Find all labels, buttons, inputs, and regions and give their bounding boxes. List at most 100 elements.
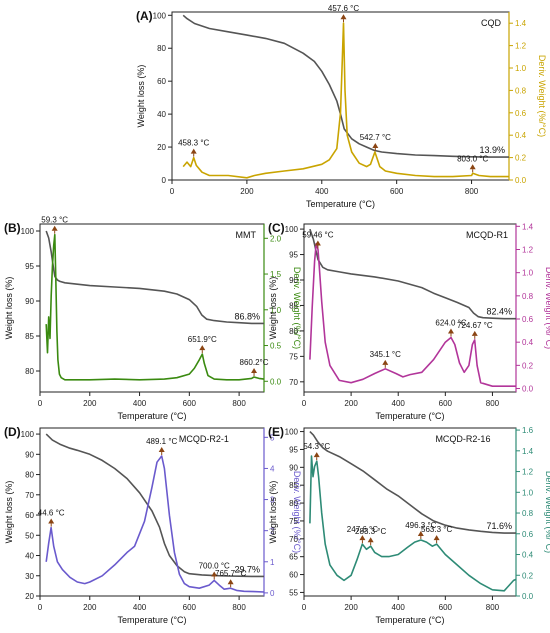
y2-tick-label: 1.2 xyxy=(515,42,527,51)
x-tick-label: 800 xyxy=(486,603,500,612)
x-tick-label: 200 xyxy=(83,399,97,408)
sample-name: MCQD-R2-16 xyxy=(435,434,490,444)
peak-arrow xyxy=(359,535,366,541)
peak-arrow xyxy=(367,537,374,543)
x-tick-label: 600 xyxy=(439,603,453,612)
x-tick-label: 0 xyxy=(38,399,43,408)
y-tick-label: 40 xyxy=(157,110,166,119)
panel-letter: (B) xyxy=(4,221,21,235)
x-tick-label: 200 xyxy=(83,603,97,612)
peak-arrow xyxy=(314,240,321,246)
peak-arrow xyxy=(433,535,440,541)
weight-loss-line xyxy=(309,228,516,320)
x-tick-label: 0 xyxy=(38,603,43,612)
y2-tick-label: 1.0 xyxy=(515,64,527,73)
y2-tick-label: 1.2 xyxy=(522,245,534,254)
sample-name: MCQD-R1 xyxy=(466,230,508,240)
residual-label: 29.7% xyxy=(234,564,260,574)
panel-letter: (A) xyxy=(136,9,153,23)
weight-loss-line xyxy=(45,433,264,578)
peak-arrow xyxy=(51,225,58,231)
peak-arrow xyxy=(211,571,218,577)
y2-axis-label: Deriv. Weight (%/°C) xyxy=(544,471,550,553)
y-tick-label: 70 xyxy=(289,378,298,387)
x-tick-label: 400 xyxy=(133,399,147,408)
x-tick-label: 800 xyxy=(465,187,479,196)
y-tick-label: 40 xyxy=(25,552,34,561)
x-tick-label: 400 xyxy=(133,603,147,612)
peak-arrow xyxy=(469,164,476,170)
peak-label: 59.46 °C xyxy=(302,230,333,239)
y2-tick-label: 0.0 xyxy=(522,385,534,394)
peak-label: 247.6 °C xyxy=(347,525,378,534)
peak-label: 860.2°C xyxy=(240,358,269,367)
y2-tick-label: 0.8 xyxy=(515,86,527,95)
peak-label: 651.9°C xyxy=(188,335,217,344)
x-tick-label: 400 xyxy=(392,399,406,408)
y-tick-label: 65 xyxy=(289,553,298,562)
peak-label: 489.1 °C xyxy=(146,437,177,446)
peak-label: 496.3 °C xyxy=(405,521,436,530)
y2-axis-label: Deriv. Weight (%/°C) xyxy=(292,471,302,553)
y-tick-label: 100 xyxy=(153,11,167,20)
peak-arrow xyxy=(199,345,206,351)
peak-arrow xyxy=(471,330,478,336)
y2-tick-label: 0.8 xyxy=(522,509,534,518)
y2-tick-label: 0.6 xyxy=(522,315,534,324)
y2-tick-label: 3 xyxy=(270,496,275,505)
y-tick-label: 70 xyxy=(289,535,298,544)
y2-tick-label: 0.4 xyxy=(522,338,534,347)
panel-letter: (E) xyxy=(268,425,284,439)
peak-label: 59.3 °C xyxy=(41,216,68,225)
x-axis-label: Temperature (°C) xyxy=(117,411,186,421)
y-tick-label: 80 xyxy=(25,471,34,480)
peak-arrow xyxy=(48,518,55,524)
y-tick-label: 95 xyxy=(25,262,34,271)
peak-arrow xyxy=(251,367,258,373)
peak-arrow xyxy=(447,328,454,334)
y2-tick-label: 1.0 xyxy=(270,306,282,315)
y2-tick-label: 1.0 xyxy=(522,269,534,278)
peak-arrow xyxy=(340,14,347,20)
peak-arrow xyxy=(417,531,424,536)
y2-tick-label: 0.0 xyxy=(515,176,527,185)
y-tick-label: 80 xyxy=(157,44,166,53)
y2-tick-label: 0.5 xyxy=(270,342,282,351)
peak-arrow xyxy=(372,143,379,148)
y-tick-label: 100 xyxy=(285,428,299,437)
x-tick-label: 600 xyxy=(390,187,404,196)
y-tick-label: 100 xyxy=(285,225,299,234)
peak-label: 283.3 °C xyxy=(355,527,386,536)
x-tick-label: 400 xyxy=(315,187,329,196)
residual-label: 13.9% xyxy=(479,145,505,155)
y2-tick-label: 0.4 xyxy=(515,131,527,140)
panel-letter: (C) xyxy=(268,221,285,235)
weight-loss-line xyxy=(309,431,516,534)
peak-label: 624.0 °C xyxy=(435,319,466,328)
deriv-weight-line xyxy=(309,455,517,592)
y2-tick-label: 0.2 xyxy=(522,361,534,370)
residual-label: 82.4% xyxy=(486,307,512,317)
y2-tick-label: 0 xyxy=(270,589,275,598)
peak-arrow xyxy=(227,579,234,585)
y-tick-label: 95 xyxy=(289,445,298,454)
y-tick-label: 60 xyxy=(157,77,166,86)
x-tick-label: 800 xyxy=(232,399,246,408)
y2-axis-label: Deriv. Weight (%/°C) xyxy=(544,267,550,349)
y2-tick-label: 1.5 xyxy=(270,270,282,279)
y-tick-label: 80 xyxy=(25,367,34,376)
sample-name: CQD xyxy=(481,18,502,28)
residual-label: 86.8% xyxy=(234,311,260,321)
y-tick-label: 75 xyxy=(289,517,298,526)
panel-mmt: 0 200 400 600 800 80 85 90 95 100 0.0 0.5 1.0 1.5 2.0 T… xyxy=(4,216,302,421)
peak-arrow xyxy=(158,447,165,452)
y2-tick-label: 0.6 xyxy=(515,109,527,118)
y-axis-label: Weight loss (%) xyxy=(268,277,278,340)
x-tick-label: 0 xyxy=(302,603,307,612)
panel-letter: (D) xyxy=(4,425,21,439)
y-axis-label: Weight loss (%) xyxy=(268,481,278,544)
peak-label: 724.67 °C xyxy=(457,321,493,330)
y-tick-label: 80 xyxy=(289,499,298,508)
y-tick-label: 100 xyxy=(21,227,35,236)
